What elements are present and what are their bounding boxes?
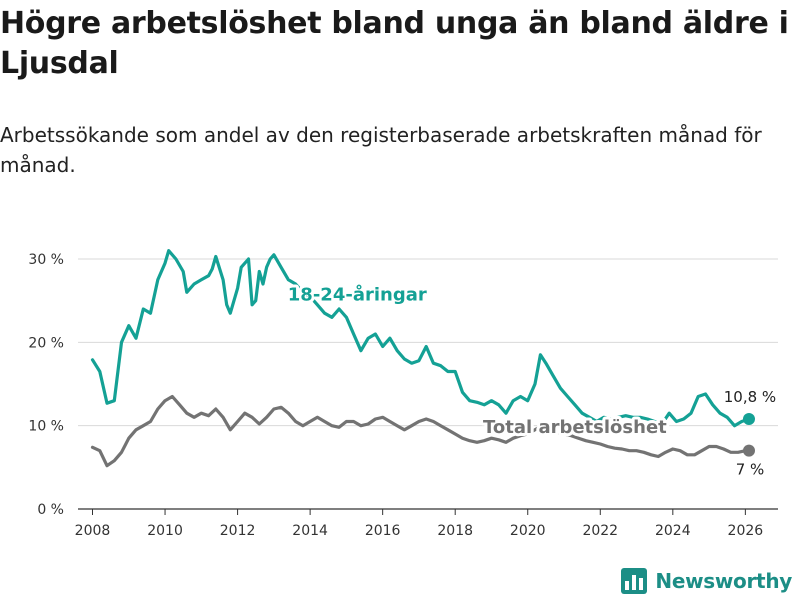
x-tick-label: 2016 bbox=[365, 523, 401, 539]
series-label-youth: 18-24-åringar bbox=[288, 284, 427, 306]
x-tick-label: 2012 bbox=[220, 523, 256, 539]
chart-subtitle: Arbetssökande som andel av den registerb… bbox=[0, 123, 762, 177]
gridlines bbox=[78, 258, 778, 510]
y-tick-label: 20 % bbox=[28, 335, 64, 351]
series-label-total: Total arbetslöshet bbox=[483, 417, 667, 438]
series-end-point bbox=[742, 444, 755, 457]
x-tick-label: 2026 bbox=[728, 523, 764, 539]
end-value-youth: 10,8 % bbox=[724, 388, 776, 406]
chart-title: Högre arbetslöshet bland unga än bland ä… bbox=[0, 6, 789, 81]
series-labels: 18-24-åringar Total arbetslöshet 10,8 % 7 % bbox=[285, 281, 778, 481]
x-tick-label: 2008 bbox=[75, 523, 111, 539]
y-axis-ticks: 0 % 10 % 20 % 30 % bbox=[28, 252, 64, 518]
series-line-total bbox=[90, 394, 751, 468]
x-tick-label: 2022 bbox=[582, 523, 618, 539]
y-tick-label: 10 % bbox=[28, 419, 64, 435]
x-tick-label: 2024 bbox=[655, 523, 691, 539]
brand-name: Newsworthy bbox=[655, 569, 792, 593]
x-axis: 2008 2010 2012 2014 2016 2018 2020 2022 2024 2026 bbox=[75, 508, 778, 539]
y-tick-label: 30 % bbox=[28, 252, 64, 268]
x-tick-label: 2020 bbox=[510, 523, 546, 539]
x-tick-label: 2014 bbox=[292, 523, 328, 539]
brand-logo[interactable]: Newsworthy bbox=[621, 568, 792, 594]
y-tick-label: 0 % bbox=[37, 502, 64, 518]
series-line-youth bbox=[90, 249, 751, 428]
x-tick-label: 2010 bbox=[147, 523, 183, 539]
end-value-total: 7 % bbox=[736, 461, 765, 479]
bar-chart-logo-icon bbox=[621, 568, 648, 594]
x-tick-label: 2018 bbox=[437, 523, 473, 539]
series-lines bbox=[90, 249, 755, 468]
series-end-point bbox=[742, 413, 755, 425]
